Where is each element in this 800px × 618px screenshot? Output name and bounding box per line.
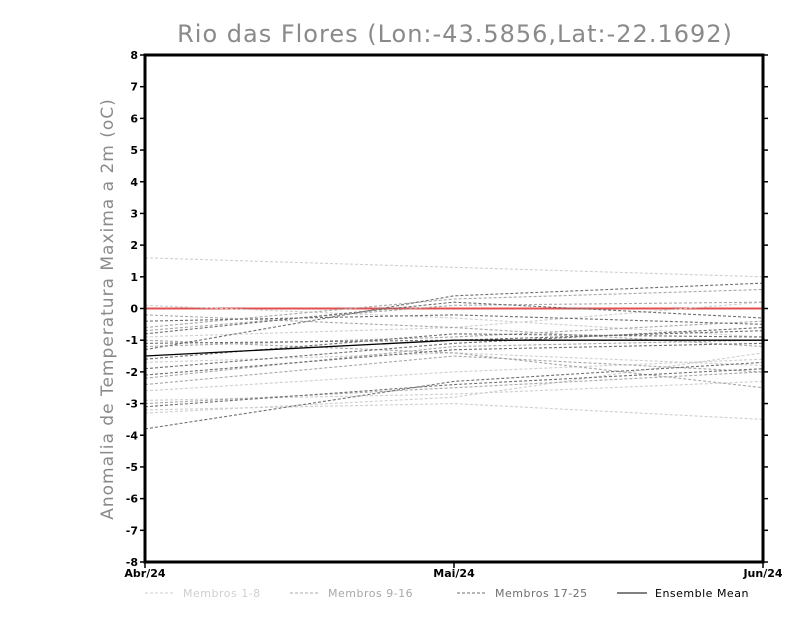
series-line-m25 bbox=[144, 330, 764, 344]
series-line-m7 bbox=[144, 301, 764, 338]
series-line-m5 bbox=[144, 304, 764, 338]
series-line-m12 bbox=[144, 355, 764, 386]
plot-frame bbox=[143, 53, 765, 564]
series-line-m23 bbox=[144, 368, 764, 408]
series-line-m21 bbox=[144, 333, 764, 360]
y-tick-label: -7 bbox=[126, 524, 138, 537]
y-tick-label: -8 bbox=[126, 556, 138, 569]
series-line-m11 bbox=[144, 320, 764, 348]
series-line-m2 bbox=[144, 403, 764, 420]
series-line-m15 bbox=[144, 371, 764, 405]
y-tick-label: -5 bbox=[126, 461, 138, 474]
y-tick-label: -2 bbox=[126, 366, 138, 379]
series-line-m17 bbox=[144, 361, 764, 430]
series-line-m22 bbox=[144, 342, 764, 376]
x-tick-label: Mai/24 bbox=[433, 567, 475, 580]
legend-label: Membros 17-25 bbox=[495, 587, 588, 600]
y-tick-label: 1 bbox=[130, 271, 138, 284]
y-tick-label: 2 bbox=[130, 239, 138, 252]
series-line-m14 bbox=[144, 339, 764, 389]
y-tick-label: -1 bbox=[126, 334, 138, 347]
series-line-m6 bbox=[144, 352, 764, 367]
series-line-m16 bbox=[144, 301, 764, 332]
x-tick-label: Abr/24 bbox=[124, 567, 165, 580]
series-line-m1 bbox=[144, 257, 764, 278]
series-line-m8 bbox=[144, 352, 764, 414]
series-line-m4 bbox=[144, 358, 764, 392]
y-tick-label: -6 bbox=[126, 493, 139, 506]
series-line-m10 bbox=[144, 288, 764, 329]
y-axis-label: Anomalia de Temperatura Maxima a 2m (oC) bbox=[98, 98, 118, 520]
series-line-m9 bbox=[144, 339, 764, 379]
y-tick-label: 8 bbox=[130, 49, 138, 62]
chart-title: Rio das Flores (Lon:-43.5856,Lat:-22.169… bbox=[177, 20, 733, 48]
y-tick-label: -4 bbox=[126, 429, 139, 442]
series-lines bbox=[144, 257, 764, 430]
y-tick-label: 3 bbox=[130, 207, 138, 220]
legend: Membros 1-8 Membros 9-16 Membros 17-25 Ense… bbox=[145, 587, 749, 600]
y-tick-label: 5 bbox=[130, 144, 138, 157]
y-tick-label: 6 bbox=[130, 112, 138, 125]
y-tick-label: 7 bbox=[130, 81, 138, 94]
y-tick-label: 0 bbox=[130, 303, 138, 316]
series-line-m19 bbox=[144, 301, 764, 335]
y-tick-label: -3 bbox=[126, 398, 138, 411]
series-line-m3 bbox=[144, 380, 764, 401]
x-tick-label: Jun/24 bbox=[742, 567, 782, 580]
y-tick-label: 4 bbox=[130, 176, 138, 189]
x-axis-ticks: Abr/24 Mai/24 Jun/24 bbox=[124, 562, 783, 580]
series-line-m20 bbox=[144, 326, 764, 370]
series-line-ensemble-mean bbox=[144, 339, 763, 357]
legend-label: Ensemble Mean bbox=[655, 587, 749, 600]
series-line-m24 bbox=[144, 314, 764, 325]
legend-label: Membros 1-8 bbox=[183, 587, 261, 600]
legend-label: Membros 9-16 bbox=[328, 587, 413, 600]
